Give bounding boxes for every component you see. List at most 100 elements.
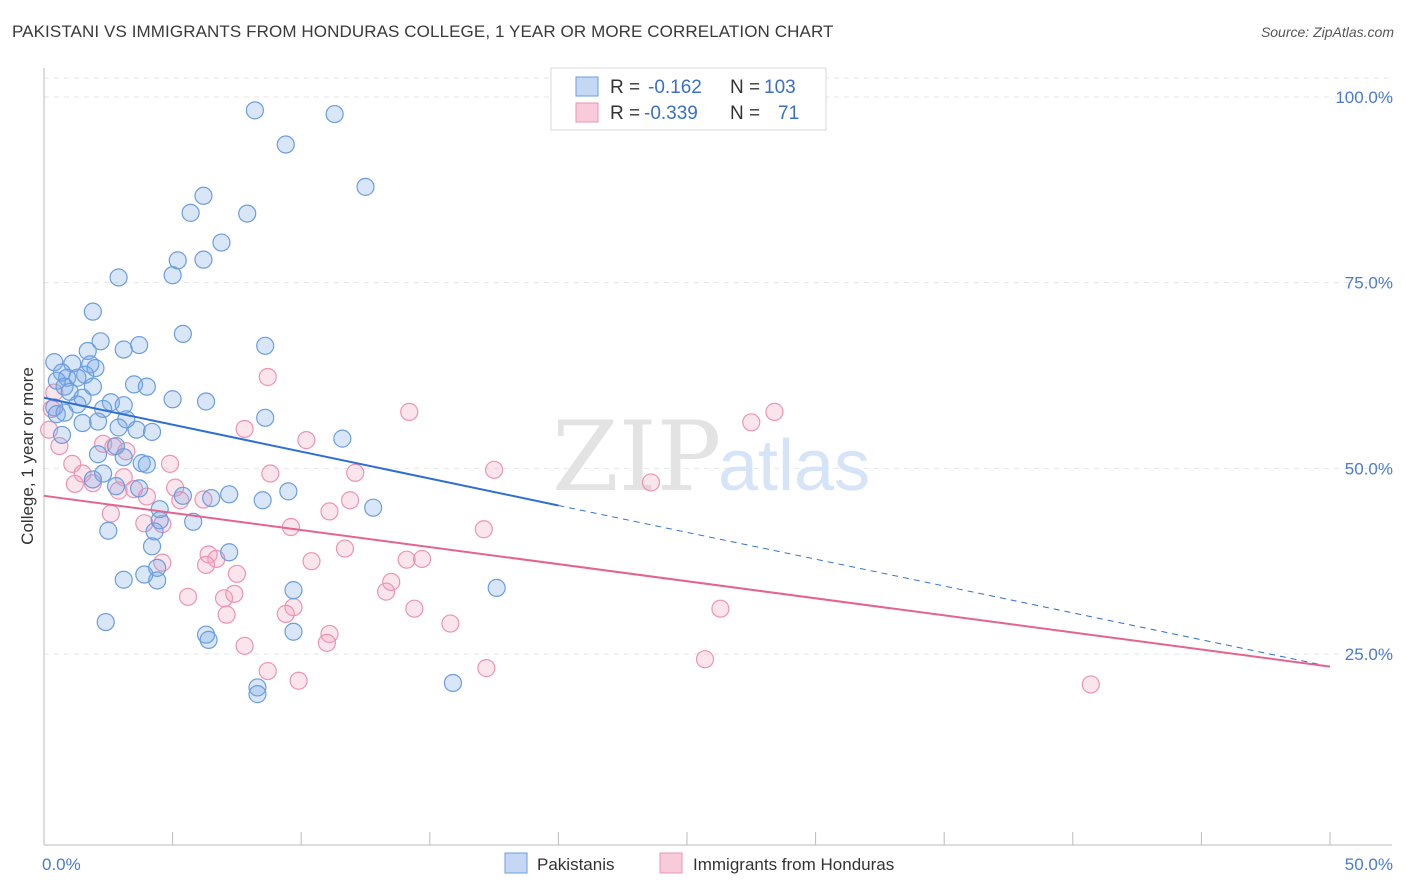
pakistani-point xyxy=(142,537,162,556)
watermark-atlas: atlas xyxy=(718,426,870,506)
pakistani-point xyxy=(109,418,128,437)
legend-r-value: -0.162 xyxy=(648,77,702,98)
honduras-point xyxy=(225,584,244,603)
pakistani-point xyxy=(212,233,231,252)
pakistani-point xyxy=(256,336,275,355)
legend-n-label: N = xyxy=(730,77,760,98)
pakistani-point xyxy=(99,521,118,540)
pakistani-point xyxy=(181,203,200,222)
honduras-point xyxy=(276,604,295,623)
legend-r-value: -0.339 xyxy=(644,103,698,124)
axes xyxy=(43,68,1392,846)
honduras-trend-line xyxy=(43,494,1331,668)
pakistani-point xyxy=(130,479,149,498)
pakistani-point xyxy=(55,377,74,396)
pakistani-point xyxy=(443,673,463,693)
honduras-point xyxy=(317,633,337,652)
pakistani-point xyxy=(83,470,102,489)
honduras-point xyxy=(261,464,280,483)
y-tick-label: 100.0% xyxy=(1335,88,1393,107)
pakistani-point xyxy=(196,625,216,644)
pakistani-point xyxy=(142,422,162,442)
honduras-point xyxy=(695,650,715,669)
pakistani-trend-line xyxy=(43,396,559,507)
pakistani-point xyxy=(173,324,192,344)
pakistani-point xyxy=(184,512,203,531)
pakistani-point xyxy=(86,358,105,378)
honduras-point xyxy=(160,454,180,473)
pakistani-point xyxy=(163,266,182,285)
pakistani-point xyxy=(148,558,167,577)
honduras-point xyxy=(340,491,360,510)
pakistani-point xyxy=(83,377,102,396)
pakistani-point xyxy=(199,630,218,649)
honduras-point xyxy=(258,661,277,681)
pakistani-point xyxy=(325,104,344,124)
legend-n-label: N = xyxy=(730,103,760,124)
pakistani-point xyxy=(202,488,221,508)
bottom-legend-pakistanis: Pakistanis xyxy=(537,855,614,874)
watermark: ZIP atlas xyxy=(552,401,870,513)
y-axis-label: College, 1 year or more xyxy=(18,367,37,545)
pakistani-trend-extension xyxy=(558,504,1331,668)
pakistani-point xyxy=(356,177,375,196)
honduras-point xyxy=(405,599,424,618)
pakistani-point xyxy=(88,412,108,431)
pakistani-point xyxy=(148,571,167,590)
pakistani-point xyxy=(137,377,156,396)
pakistani-point xyxy=(88,445,108,464)
honduras-point xyxy=(742,413,761,432)
honduras-point xyxy=(397,550,416,569)
honduras-point xyxy=(335,539,355,558)
bottom-legend-swatch-pakistanis xyxy=(504,852,528,874)
honduras-point xyxy=(227,564,246,583)
honduras-point xyxy=(382,572,401,592)
pakistani-point xyxy=(114,340,133,359)
pakistani-point xyxy=(78,341,97,361)
pakistani-point xyxy=(333,429,352,448)
pakistani-point xyxy=(137,455,156,474)
legend-swatch-honduras xyxy=(575,102,599,123)
pakistani-point xyxy=(114,570,133,589)
pakistani-point xyxy=(127,420,146,439)
honduras-point xyxy=(258,367,277,387)
honduras-point xyxy=(485,460,504,479)
honduras-point xyxy=(196,555,216,574)
pakistani-point xyxy=(173,486,192,505)
pakistani-point xyxy=(487,578,506,598)
bottom-legend-honduras: Immigrants from Honduras xyxy=(693,855,894,874)
pakistani-point xyxy=(284,581,303,600)
honduras-point xyxy=(376,582,396,601)
honduras-point xyxy=(65,474,84,494)
correlation-legend: R = -0.162 N = 103 R = -0.339 N = 71 xyxy=(550,67,827,131)
honduras-point xyxy=(400,402,419,421)
y-tick-label: 25.0% xyxy=(1345,645,1393,664)
pakistani-point xyxy=(52,425,72,445)
pakistani-point xyxy=(130,335,149,355)
honduras-point xyxy=(412,549,432,569)
source-credit: Source: ZipAtlas.com xyxy=(1260,24,1394,40)
pakistani-point xyxy=(194,186,213,205)
pakistani-point xyxy=(196,392,216,411)
pakistani-point xyxy=(73,413,92,433)
honduras-point xyxy=(178,587,198,606)
legend-r-label: R = xyxy=(610,77,640,98)
legend-n-value: 71 xyxy=(778,103,799,124)
honduras-point xyxy=(101,504,120,523)
pakistani-point xyxy=(220,543,239,562)
pakistani-point xyxy=(163,390,182,409)
honduras-point xyxy=(50,436,69,456)
x-tick-label: 50.0% xyxy=(1345,855,1393,874)
pakistani-point xyxy=(94,464,113,483)
pakistani-point xyxy=(279,482,298,501)
pakistani-point xyxy=(91,332,110,351)
pakistani-point xyxy=(114,448,133,467)
pakistani-points xyxy=(45,101,506,704)
pakistani-point xyxy=(83,302,102,321)
honduras-point xyxy=(474,520,493,539)
trend-lines xyxy=(43,396,1331,668)
legend-n-value: 103 xyxy=(764,77,796,98)
pakistani-point xyxy=(145,522,164,541)
bottom-legend-swatch-honduras xyxy=(659,852,683,874)
pakistani-point xyxy=(248,678,267,697)
